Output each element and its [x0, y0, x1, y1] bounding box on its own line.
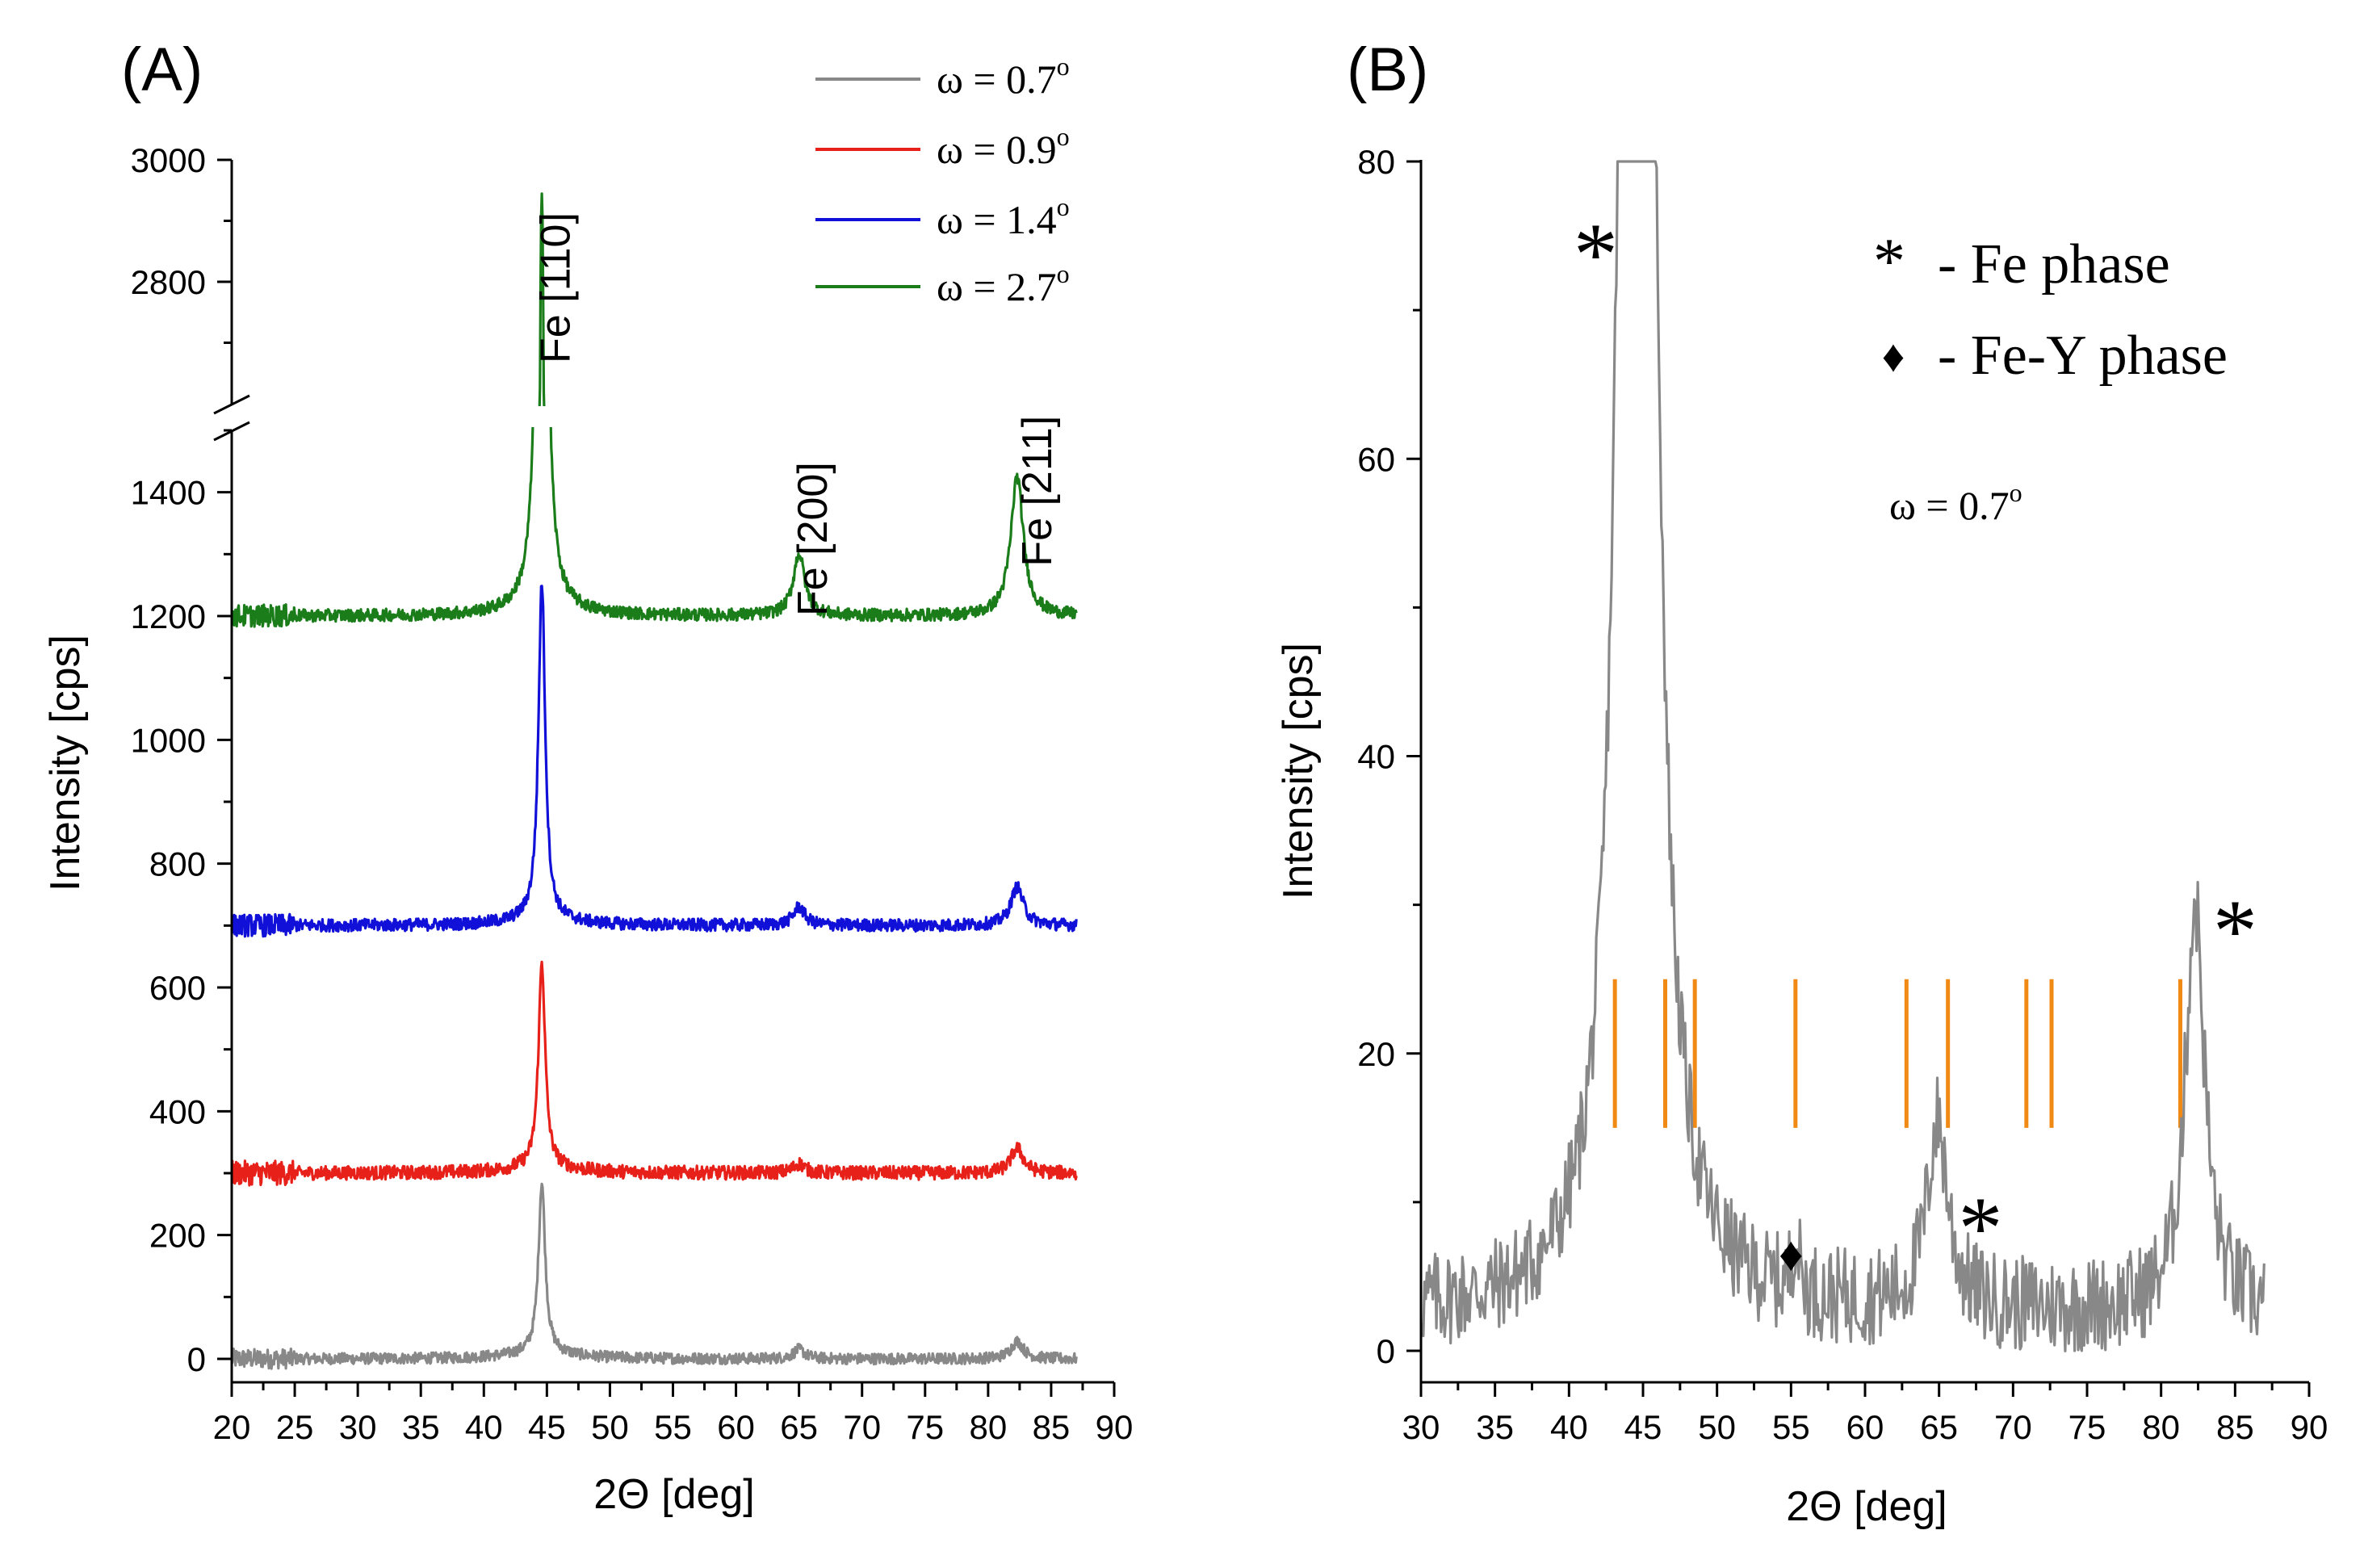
axis-break-mark-upper	[213, 394, 250, 415]
panel-a-x-tick-label: 75	[906, 1408, 944, 1446]
series-line-omega-1	[230, 960, 1078, 1187]
panel-a-x-tick-label: 65	[780, 1408, 818, 1446]
annotation-fe-200: Fe [200]	[790, 462, 836, 616]
panel-a-y-tick-label: 2800	[131, 263, 206, 301]
panel-a-y-tick-label: 1200	[131, 597, 206, 635]
panel-b-x-tick-label: 30	[1402, 1408, 1440, 1446]
panel-a-y-tick-label: 400	[149, 1092, 206, 1130]
legend-label-omega-0-7: ω = 0.7o	[937, 52, 1070, 102]
series-line-omega-3	[230, 192, 1078, 628]
panel-a-x-tick-label: 40	[465, 1408, 503, 1446]
panel-a-x-tick-label: 20	[213, 1408, 251, 1446]
fe-phase-marker-110: *	[1574, 205, 1618, 304]
panel-b-y-axis-label: Intensity [cps]	[1275, 643, 1322, 899]
panel-a-y-tick-label: 1000	[131, 721, 206, 759]
panel-a-x-tick-label: 85	[1033, 1408, 1071, 1446]
panel-b-x-tick-label: 60	[1846, 1408, 1884, 1446]
panel-b-x-tick-label: 90	[2291, 1408, 2328, 1446]
panel-b-omega-note: ω = 0.7o	[1889, 478, 2022, 528]
panel-b-x-tick-label: 85	[2216, 1408, 2254, 1446]
panel-a-axes	[213, 160, 1114, 1384]
panel-a-x-tick-label: 25	[276, 1408, 314, 1446]
legend-label-omega-1-4: ω = 1.4o	[937, 192, 1070, 242]
panel-b-x-tick-label: 45	[1624, 1408, 1662, 1446]
panel-b-y-tick-label: 40	[1357, 738, 1395, 776]
legend-label-omega-0-9: ω = 0.9o	[937, 122, 1070, 172]
panel-b-x-tick-label: 70	[1994, 1408, 2032, 1446]
panel-a-y-tick-label: 0	[187, 1340, 206, 1378]
panel-b-x-tick-label: 40	[1550, 1408, 1588, 1446]
panel-b-x-tick-label: 65	[1920, 1408, 1958, 1446]
panel-a-x-tick-label: 60	[717, 1408, 755, 1446]
panel-a-x-axis-label: 2Θ [deg]	[593, 1471, 754, 1518]
panel-a-legend: ω = 0.7o ω = 0.9o ω = 1.4o ω = 2.7o	[815, 52, 1070, 309]
annotation-fe-211: Fe [211]	[1014, 416, 1061, 567]
panel-a-y-tick-label: 1400	[131, 474, 206, 512]
panel-a: (A) 20 25 30 35 40 45 50 55 60 65 70 75 80 85 90 0 200 4…	[42, 36, 1133, 1518]
panel-b-x-tick-label: 75	[2068, 1408, 2106, 1446]
panel-b-legend: * - Fe phase ♦ - Fe-Y phase ω = 0.7o	[1873, 226, 2228, 528]
fe-phase-marker-211: *	[2213, 882, 2257, 980]
fe-phase-marker-200: *	[1959, 1179, 2003, 1277]
panel-a-y-tick-label: 200	[149, 1217, 206, 1255]
panel-a-x-tick-label: 35	[402, 1408, 440, 1446]
panel-b-x-ticks: 30 35 40 45 50 55 60 65 70 75 80 85 90	[1402, 1382, 2328, 1446]
panel-a-label: (A)	[121, 36, 203, 104]
panel-b-y-tick-label: 20	[1357, 1035, 1395, 1073]
panel-a-x-tick-label: 45	[528, 1408, 566, 1446]
panel-a-y-tick-label: 800	[149, 845, 206, 883]
panel-b-x-axis-label: 2Θ [deg]	[1786, 1483, 1947, 1530]
panel-a-series-group	[230, 192, 1078, 1370]
panel-a-y-tick-label: 600	[149, 969, 206, 1007]
fe-y-phase-marker: ♦	[1779, 1227, 1804, 1281]
panel-a-x-tick-label: 80	[969, 1408, 1007, 1446]
axis-break-gap	[527, 406, 556, 427]
panel-a-x-tick-label: 30	[339, 1408, 377, 1446]
panel-a-x-tick-label: 90	[1096, 1408, 1134, 1446]
panel-b-phase-markers: * * * ♦	[1574, 205, 2257, 1281]
legend-fe-y-phase-symbol: ♦	[1882, 332, 1905, 382]
panel-b-x-tick-label: 35	[1476, 1408, 1514, 1446]
panel-b-y-ticks: 0 20 40 60 80	[1357, 143, 1421, 1370]
series-line-omega-2	[230, 585, 1078, 938]
panel-b-reference-lines	[1612, 979, 2182, 1128]
panel-b-x-tick-label: 55	[1772, 1408, 1810, 1446]
panel-b-series-line	[1419, 160, 2266, 1352]
panel-b-x-tick-label: 80	[2142, 1408, 2180, 1446]
panel-a-x-ticks: 20 25 30 35 40 45 50 55 60 65 70 75 80 85 90	[213, 1382, 1134, 1446]
panel-b: (B) 30 35 40 45 50 55 60 65 70 75 80 85 90 0 20 40 60 80…	[1275, 36, 2328, 1530]
series-line-omega-0	[230, 1182, 1078, 1370]
legend-fe-phase-label: - Fe phase	[1938, 233, 2170, 296]
panel-b-y-tick-label: 60	[1357, 440, 1395, 478]
panel-a-y-tick-label: 3000	[131, 141, 206, 179]
panel-a-y-ticks: 0 200 400 600 800 1000 1200 1400 2800 3000	[131, 141, 232, 1378]
panel-b-y-tick-label: 0	[1377, 1332, 1395, 1370]
panel-a-x-tick-label: 55	[654, 1408, 692, 1446]
panel-a-y-axis-label: Intensity [cps]	[42, 635, 89, 891]
annotation-fe-110: Fe [110]	[532, 212, 579, 363]
panel-a-x-tick-label: 50	[591, 1408, 629, 1446]
panel-b-series-group	[1419, 160, 2266, 1352]
panel-b-label: (B)	[1347, 36, 1428, 104]
panel-b-x-tick-label: 50	[1698, 1408, 1736, 1446]
legend-label-omega-2-7: ω = 2.7o	[937, 259, 1070, 309]
panel-a-peak-annotations: Fe [110] Fe [200] Fe [211]	[532, 212, 1060, 616]
legend-fe-y-phase-label: - Fe-Y phase	[1938, 325, 2228, 387]
panel-b-y-tick-label: 80	[1357, 143, 1395, 181]
panel-a-x-tick-label: 70	[843, 1408, 881, 1446]
legend-fe-phase-symbol: *	[1873, 226, 1905, 297]
